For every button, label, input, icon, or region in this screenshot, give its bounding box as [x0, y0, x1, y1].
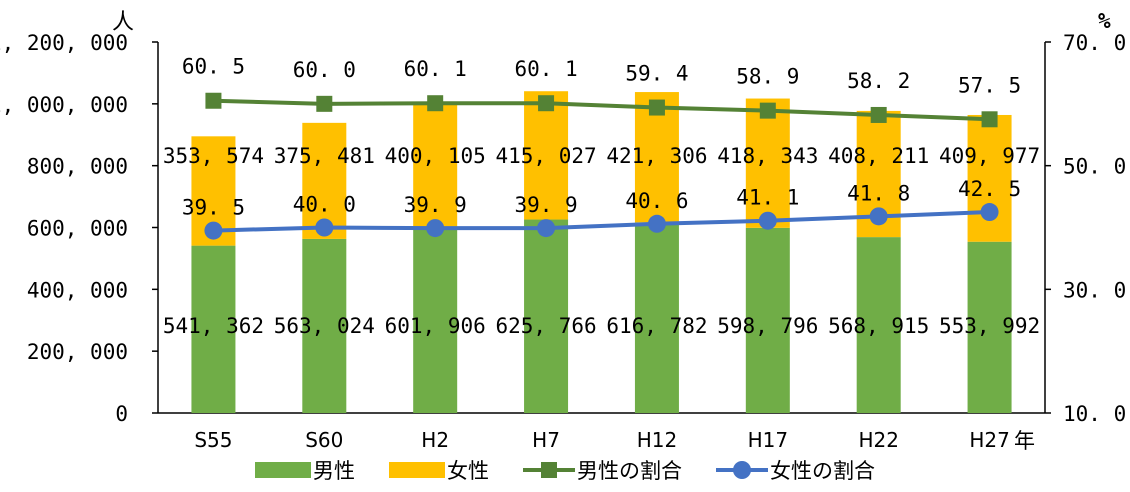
right-tick-label: 50. 0: [1063, 155, 1126, 179]
bar-male: [745, 227, 790, 413]
marker-female-ratio: [204, 221, 223, 240]
marker-female-ratio: [647, 214, 666, 233]
legend-swatch-male-ratio: [523, 460, 575, 480]
label-male-ratio: 60. 1: [404, 57, 467, 81]
bar-male: [302, 238, 347, 413]
bar-label-male: 563, 024: [274, 314, 375, 338]
legend-label-female-ratio: 女性の割合: [770, 459, 875, 483]
marker-male-ratio: [648, 99, 665, 116]
legend-item-male-ratio: 男性の割合: [523, 455, 682, 485]
bar-label-female: 400, 105: [385, 144, 486, 168]
right-axis-unit: %: [1098, 9, 1111, 33]
marker-female-ratio: [426, 219, 445, 238]
category-label: H12: [637, 428, 678, 452]
category-label: H27: [969, 428, 1010, 452]
legend-label-female: 女性: [447, 459, 489, 483]
label-female-ratio: 39. 9: [514, 193, 577, 217]
bar-label-male: 601, 906: [385, 314, 486, 338]
bar-label-male: 568, 915: [828, 314, 929, 338]
left-tick-label: 200, 000: [27, 340, 128, 364]
bar-female: [413, 103, 458, 227]
left-tick-label: 800, 000: [27, 155, 128, 179]
bar-male: [524, 219, 569, 413]
bar-label-male: 598, 796: [717, 314, 818, 338]
legend-label-male-ratio: 男性の割合: [577, 459, 682, 483]
chart-canvas: 0 200, 000 400, 000 600, 000 800, 000 1, 000,…: [0, 9, 1126, 453]
left-tick-label: 1, 000, 000: [0, 93, 128, 117]
legend-item-female-ratio: 女性の割合: [716, 455, 875, 485]
legend-label-male: 男性: [313, 459, 355, 483]
category-label: H22: [858, 428, 899, 452]
bar-male: [413, 226, 458, 413]
legend-item-female: 女性: [389, 455, 489, 485]
category-label: S55: [194, 428, 232, 452]
label-male-ratio: 58. 2: [847, 69, 910, 93]
bar-label-female: 415, 027: [495, 144, 596, 168]
left-tick-label: 0: [115, 402, 128, 426]
left-axis-unit: 人: [112, 10, 134, 35]
bar-label-female: 353, 574: [163, 144, 264, 168]
left-tick-label: 400, 000: [27, 278, 128, 302]
right-tick-label: 30. 0: [1063, 278, 1126, 302]
category-label: S60: [305, 428, 343, 452]
left-tick-label: 1, 200, 000: [0, 31, 128, 55]
label-female-ratio: 39. 9: [404, 193, 467, 217]
marker-male-ratio: [205, 92, 222, 109]
legend-swatch-male: [255, 462, 311, 478]
bar-label-female: 375, 481: [274, 144, 375, 168]
category-label: H2: [421, 428, 449, 452]
bar-female: [745, 98, 790, 228]
bar-male: [634, 222, 679, 413]
label-female-ratio: 41. 8: [847, 181, 910, 205]
line-male-ratio: [213, 98, 990, 122]
marker-male-ratio: [759, 102, 776, 119]
bar-label-female: 418, 343: [717, 144, 818, 168]
bar-label-female: 421, 306: [606, 144, 707, 168]
marker-male-ratio: [316, 95, 333, 112]
category-label: H17: [748, 428, 789, 452]
legend-item-male: 男性: [255, 455, 355, 485]
bar-label-female: 409, 977: [939, 144, 1040, 168]
label-male-ratio: 60. 0: [293, 58, 356, 82]
marker-female-ratio: [980, 203, 999, 222]
marker-male-ratio: [427, 95, 444, 112]
label-female-ratio: 40. 0: [293, 193, 356, 217]
x-axis-unit: 年: [1014, 429, 1035, 452]
bar-female: [524, 91, 569, 220]
right-tick-label: 10. 0: [1063, 402, 1126, 426]
label-female-ratio: 39. 5: [182, 196, 245, 220]
label-male-ratio: 57. 5: [958, 73, 1021, 97]
label-male-ratio: 58. 9: [736, 65, 799, 89]
label-male-ratio: 60. 1: [514, 57, 577, 81]
bar-label-male: 625, 766: [495, 314, 596, 338]
bar-label-male: 553, 992: [939, 314, 1040, 338]
right-tick-label: 70. 0: [1063, 31, 1126, 55]
marker-male-ratio: [870, 106, 887, 123]
left-tick-label: 600, 000: [27, 217, 128, 241]
category-label: H7: [532, 428, 560, 452]
legend-swatch-female: [389, 462, 445, 478]
marker-male-ratio: [981, 111, 998, 128]
bar-male: [967, 241, 1012, 413]
label-female-ratio: 40. 6: [625, 189, 688, 213]
label-male-ratio: 59. 4: [625, 62, 688, 86]
label-female-ratio: 41. 1: [736, 186, 799, 210]
legend-swatch-female-ratio: [716, 460, 768, 480]
marker-male-ratio: [538, 95, 555, 112]
label-male-ratio: 60. 5: [182, 55, 245, 79]
marker-female-ratio: [537, 219, 556, 238]
bar-label-female: 408, 211: [828, 144, 929, 168]
marker-female-ratio: [758, 211, 777, 230]
bar-male: [191, 245, 236, 413]
bar-male: [856, 237, 901, 413]
bar-label-male: 541, 362: [163, 314, 264, 338]
marker-female-ratio: [315, 218, 334, 237]
legend: 男性 女性 男性の割合 女性の割合: [0, 452, 1130, 488]
label-female-ratio: 42. 5: [958, 177, 1021, 201]
bar-label-male: 616, 782: [606, 314, 707, 338]
marker-female-ratio: [869, 207, 888, 226]
line-female-ratio: [213, 210, 990, 233]
